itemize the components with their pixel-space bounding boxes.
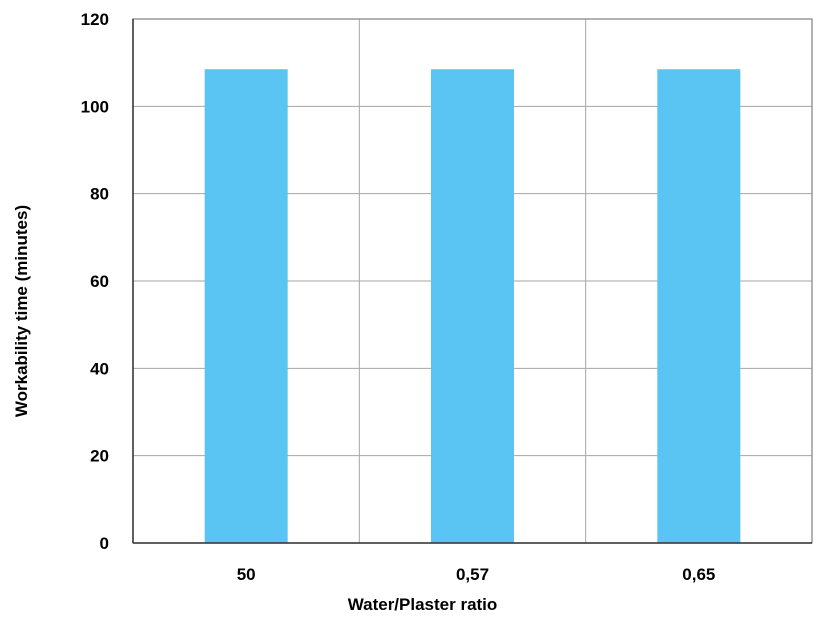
bar-2 [657, 69, 741, 543]
x-tick-label-0: 50 [237, 565, 256, 584]
y-axis-title: Workability time (minutes) [12, 205, 31, 417]
bar-0 [204, 69, 288, 543]
bars [204, 69, 741, 543]
y-tick-label-4: 80 [90, 185, 109, 204]
y-tick-label-6: 120 [81, 10, 109, 29]
x-tick-label-2: 0,65 [682, 565, 715, 584]
x-tick-labels: 50 0,57 0,65 [237, 565, 716, 584]
y-tick-label-5: 100 [81, 97, 109, 116]
x-tick-label-1: 0,57 [456, 565, 489, 584]
y-tick-label-1: 20 [90, 447, 109, 466]
x-axis-title: Water/Plaster ratio [348, 595, 498, 614]
y-tick-labels: 0 20 40 60 80 100 120 [81, 10, 109, 553]
y-tick-label-2: 40 [90, 359, 109, 378]
y-tick-label-0: 0 [100, 534, 109, 553]
bar-1 [431, 69, 514, 543]
y-tick-label-3: 60 [90, 272, 109, 291]
plot-frame [132, 18, 813, 544]
